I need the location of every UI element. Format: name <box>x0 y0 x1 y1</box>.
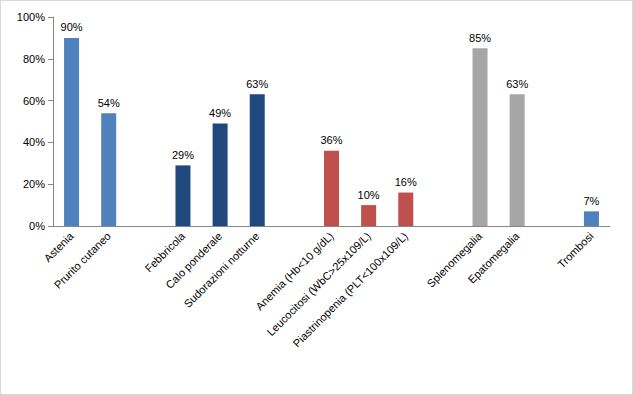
svg-text:60%: 60% <box>23 95 45 107</box>
svg-text:7%: 7% <box>583 195 599 207</box>
svg-text:90%: 90% <box>61 21 83 33</box>
svg-text:Febbricola: Febbricola <box>142 229 188 275</box>
svg-text:85%: 85% <box>469 32 491 44</box>
svg-text:Piastrinopenia (PLT<100x109/L): Piastrinopenia (PLT<100x109/L) <box>290 230 410 350</box>
svg-text:0%: 0% <box>29 220 45 232</box>
svg-text:20%: 20% <box>23 178 45 190</box>
svg-text:Leucocitosi (WbC>25x109/L): Leucocitosi (WbC>25x109/L) <box>264 229 373 339</box>
svg-text:10%: 10% <box>358 189 380 201</box>
svg-text:36%: 36% <box>320 134 342 146</box>
svg-text:80%: 80% <box>23 53 45 65</box>
svg-text:63%: 63% <box>246 78 268 90</box>
svg-text:16%: 16% <box>395 176 417 188</box>
svg-text:40%: 40% <box>23 136 45 148</box>
svg-text:Epatomegalia: Epatomegalia <box>465 229 522 286</box>
svg-text:Astenia: Astenia <box>41 229 76 264</box>
svg-text:Calo ponderale: Calo ponderale <box>163 229 225 291</box>
svg-text:63%: 63% <box>506 78 528 90</box>
svg-text:Prurito cutaneo: Prurito cutaneo <box>52 230 113 291</box>
svg-text:29%: 29% <box>172 149 194 161</box>
svg-text:54%: 54% <box>98 97 120 109</box>
svg-text:49%: 49% <box>209 107 231 119</box>
svg-text:Sudorazioni notturne: Sudorazioni notturne <box>181 230 261 310</box>
svg-text:Anemia (Hb<10 g/dL): Anemia (Hb<10 g/dL) <box>253 229 336 313</box>
svg-text:Trombosi: Trombosi <box>555 230 596 271</box>
svg-text:100%: 100% <box>17 11 45 23</box>
svg-text:Splenomegalia: Splenomegalia <box>424 229 485 290</box>
